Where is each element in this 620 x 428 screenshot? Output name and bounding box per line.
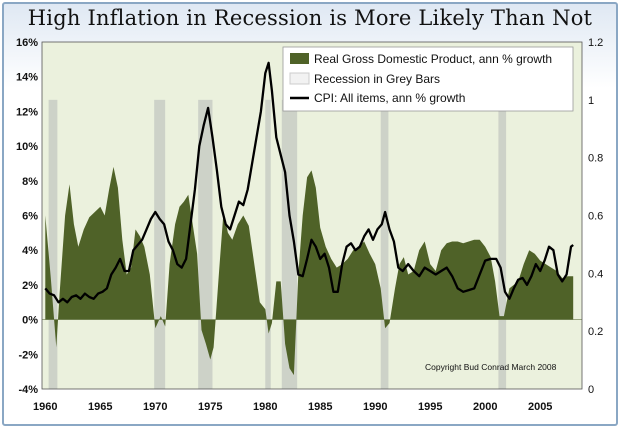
- y-tick-label: 14%: [16, 72, 38, 84]
- plot-border: [41, 41, 583, 390]
- y-tick-label: 10%: [16, 141, 38, 153]
- legend-gdp-swatch: [290, 53, 309, 64]
- recession-bar: [498, 99, 507, 389]
- y-tick-label: 12%: [16, 106, 38, 118]
- y2-tick-label: 0.2: [588, 326, 603, 338]
- x-tick-label: 1985: [308, 401, 332, 413]
- y-axis-left-ticks: -4% -2% 0% 2% 4% 6% 8% 10% 12% 14% 16%: [16, 37, 38, 396]
- chart-title: High Inflation in Recession is More Like…: [27, 6, 593, 30]
- y-tick-label: -2%: [18, 349, 38, 361]
- recession-bar: [48, 99, 58, 389]
- recession-bar: [154, 99, 166, 389]
- cpi-line-series: [44, 61, 574, 304]
- legend: Real Gross Domestic Product, ann % growt…: [282, 46, 574, 112]
- y-tick-label: 0%: [22, 315, 38, 327]
- y2-tick-label: 0: [588, 384, 594, 396]
- y2-tick-label: 1.2: [588, 37, 603, 49]
- x-tick-label: 1980: [253, 401, 277, 413]
- recession-bar: [198, 99, 213, 389]
- y-axis-right-ticks: 0 0.2 0.4 0.6 0.8 1 1.2: [588, 37, 603, 396]
- y-tick-label: 8%: [22, 176, 38, 188]
- copyright-annotation: Copyright Bud Conrad March 2008: [425, 362, 557, 372]
- x-tick-label: 1995: [418, 401, 442, 413]
- y-tick-label: 4%: [22, 245, 38, 257]
- y-tick-label: 2%: [22, 280, 38, 292]
- y-tick-label: 6%: [22, 211, 38, 223]
- x-axis-ticks: 1960 1965 1970 1975 1980 1985 1990 1995 2000 2005: [33, 401, 552, 413]
- legend-recession-swatch: [289, 72, 310, 85]
- y-tick-label: 16%: [16, 37, 38, 49]
- recession-bar: [380, 99, 389, 389]
- legend-gdp-label: Real Gross Domestic Product, ann % growt…: [314, 52, 552, 66]
- recession-bar: [265, 99, 271, 389]
- y2-tick-label: 0.8: [588, 153, 603, 165]
- y2-tick-label: 0.4: [588, 268, 603, 280]
- legend-cpi-label: CPI: All items, ann % growth: [314, 91, 465, 105]
- x-tick-label: 1970: [143, 401, 167, 413]
- y2-tick-label: 0.6: [588, 211, 603, 223]
- legend-box: [282, 46, 574, 112]
- x-tick-label: 1960: [33, 401, 57, 413]
- x-tick-label: 1990: [363, 401, 387, 413]
- y2-tick-label: 1: [588, 95, 594, 107]
- y-tick-label: -4%: [18, 384, 38, 396]
- x-tick-label: 1965: [88, 401, 112, 413]
- x-tick-label: 2000: [473, 401, 497, 413]
- gdp-area-series: [45, 166, 574, 376]
- x-tick-label: 2005: [528, 401, 552, 413]
- x-tick-label: 1975: [198, 401, 222, 413]
- legend-recession-label: Recession in Grey Bars: [314, 72, 440, 86]
